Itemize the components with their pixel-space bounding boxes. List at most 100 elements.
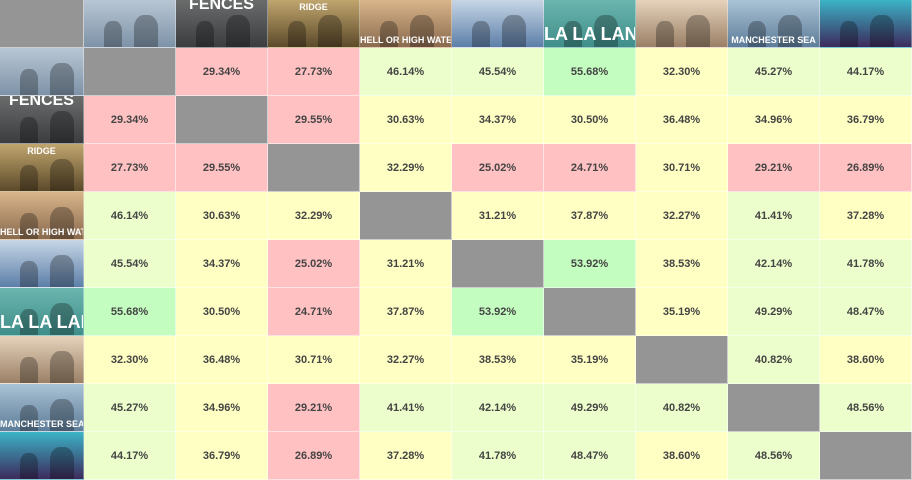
similarity-cell: 29.21% xyxy=(268,384,360,432)
similarity-cell: 38.60% xyxy=(820,336,912,384)
poster-title: HELL OR HIGH WATER xyxy=(0,227,83,237)
similarity-cell: 27.73% xyxy=(268,48,360,96)
similarity-cell: 45.27% xyxy=(728,48,820,96)
similarity-cell: 41.41% xyxy=(728,192,820,240)
poster-figure xyxy=(20,453,38,479)
diagonal-cell xyxy=(544,288,636,336)
similarity-cell: 42.14% xyxy=(728,240,820,288)
poster-figure xyxy=(50,63,74,95)
similarity-cell: 26.89% xyxy=(820,144,912,192)
similarity-cell: 35.19% xyxy=(636,288,728,336)
similarity-cell: 30.50% xyxy=(176,288,268,336)
diagonal-cell xyxy=(452,240,544,288)
similarity-cell: 37.28% xyxy=(820,192,912,240)
poster-figure xyxy=(20,213,38,239)
similarity-cell: 46.14% xyxy=(84,192,176,240)
poster-title: LA LA LAND xyxy=(544,24,635,44)
similarity-cell: 38.53% xyxy=(636,240,728,288)
poster-figure xyxy=(20,357,38,383)
column-poster-moonlight xyxy=(820,0,912,48)
similarity-cell: 44.17% xyxy=(820,48,912,96)
poster-title: MANCHESTER SEA xyxy=(0,419,84,429)
similarity-cell: 40.82% xyxy=(636,384,728,432)
similarity-cell: 49.29% xyxy=(728,288,820,336)
row-poster-arrival xyxy=(0,48,84,96)
similarity-cell: 30.50% xyxy=(544,96,636,144)
similarity-cell: 38.53% xyxy=(452,336,544,384)
poster-figure xyxy=(50,207,74,239)
poster-figure xyxy=(686,15,710,47)
similarity-cell: 49.29% xyxy=(544,384,636,432)
similarity-cell: 45.54% xyxy=(84,240,176,288)
poster-figure xyxy=(20,69,38,95)
similarity-cell: 29.34% xyxy=(176,48,268,96)
similarity-cell: 48.56% xyxy=(820,384,912,432)
similarity-cell: 36.79% xyxy=(176,432,268,480)
diagonal-cell xyxy=(84,48,176,96)
similarity-cell: 30.63% xyxy=(176,192,268,240)
similarity-cell: 32.30% xyxy=(636,48,728,96)
similarity-cell: 34.37% xyxy=(176,240,268,288)
similarity-cell: 53.92% xyxy=(452,288,544,336)
similarity-cell: 29.21% xyxy=(728,144,820,192)
poster-figure xyxy=(104,21,122,47)
row-poster-hell-or-high-water: HELL OR HIGH WATER xyxy=(0,192,84,240)
similarity-cell: 32.30% xyxy=(84,336,176,384)
poster-figure xyxy=(564,21,582,47)
poster-figure xyxy=(20,117,38,143)
diagonal-cell xyxy=(268,144,360,192)
similarity-cell: 34.37% xyxy=(452,96,544,144)
poster-figure xyxy=(656,21,674,47)
poster-figure xyxy=(134,15,158,47)
poster-figure xyxy=(594,15,618,47)
similarity-cell: 24.71% xyxy=(268,288,360,336)
similarity-cell: 41.78% xyxy=(820,240,912,288)
similarity-cell: 46.14% xyxy=(360,48,452,96)
similarity-cell: 36.48% xyxy=(176,336,268,384)
similarity-cell: 42.14% xyxy=(452,384,544,432)
diagonal-cell xyxy=(728,384,820,432)
poster-figure xyxy=(472,21,490,47)
similarity-cell: 32.29% xyxy=(360,144,452,192)
poster-figure xyxy=(50,159,74,191)
poster-figure xyxy=(380,21,398,47)
row-poster-hacksaw-ridge: RIDGE xyxy=(0,144,84,192)
poster-figure xyxy=(20,165,38,191)
similarity-cell: 41.78% xyxy=(452,432,544,480)
similarity-cell: 30.71% xyxy=(636,144,728,192)
similarity-cell: 55.68% xyxy=(84,288,176,336)
row-poster-fences: FENCES xyxy=(0,96,84,144)
poster-title: FENCES xyxy=(9,96,74,109)
poster-figure xyxy=(50,447,74,479)
poster-figure xyxy=(50,399,74,431)
similarity-cell: 24.71% xyxy=(544,144,636,192)
similarity-cell: 32.27% xyxy=(360,336,452,384)
similarity-cell: 45.54% xyxy=(452,48,544,96)
poster-title: LA LA LAND xyxy=(0,312,83,332)
poster-figure xyxy=(288,21,306,47)
row-poster-la-la-land: LA LA LAND xyxy=(0,288,84,336)
poster-figure xyxy=(410,15,434,47)
similarity-cell: 25.02% xyxy=(268,240,360,288)
diagonal-cell xyxy=(360,192,452,240)
similarity-cell: 31.21% xyxy=(452,192,544,240)
poster-figure xyxy=(870,15,894,47)
poster-figure xyxy=(196,21,214,47)
row-poster-hidden-figures xyxy=(0,240,84,288)
similarity-cell: 48.56% xyxy=(728,432,820,480)
similarity-cell: 37.28% xyxy=(360,432,452,480)
poster-figure xyxy=(50,303,74,335)
poster-figure xyxy=(50,351,74,383)
similarity-cell: 55.68% xyxy=(544,48,636,96)
similarity-cell: 41.41% xyxy=(360,384,452,432)
poster-figure xyxy=(20,261,38,287)
similarity-cell: 32.29% xyxy=(268,192,360,240)
similarity-cell: 37.87% xyxy=(544,192,636,240)
similarity-cell: 40.82% xyxy=(728,336,820,384)
similarity-cell: 29.55% xyxy=(176,144,268,192)
column-poster-manchester-by-the-sea: MANCHESTER SEA xyxy=(728,0,820,48)
row-poster-manchester-by-the-sea: MANCHESTER SEA xyxy=(0,384,84,432)
column-poster-hell-or-high-water: HELL OR HIGH WATER xyxy=(360,0,452,48)
poster-figure xyxy=(20,309,38,335)
poster-figure xyxy=(778,15,802,47)
